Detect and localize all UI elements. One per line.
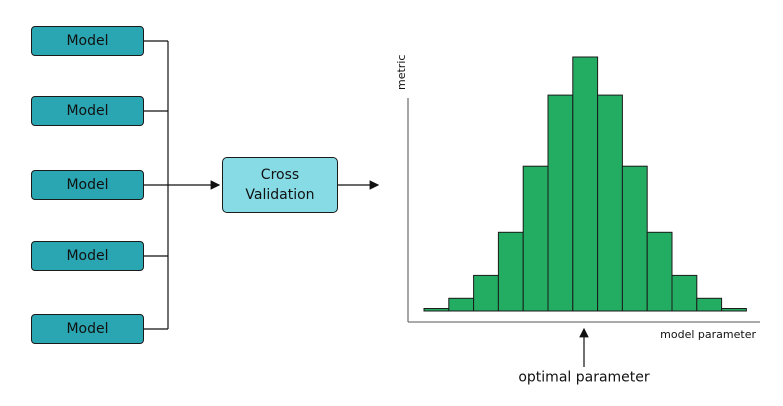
cross-validation-line-1: Cross [260,167,300,183]
histogram-bar [597,94,623,312]
model-box-1: Model [31,26,144,56]
model-label: Model [66,248,109,264]
model-label: Model [66,177,109,193]
histogram-bar [473,274,499,312]
model-box-4: Model [31,241,144,271]
histogram-bar [646,231,673,312]
x-axis-label: model parameter [660,328,756,341]
histogram-bar [547,94,574,312]
model-label: Model [66,103,109,119]
histogram-bar [621,165,648,312]
histogram-bar [696,297,723,312]
histogram-bar [721,308,747,312]
model-box-5: Model [31,314,144,344]
histogram-bar [423,308,450,312]
histogram-bar [671,274,698,312]
model-label: Model [66,33,109,49]
cross-validation-box: Cross Validation [222,157,338,213]
histogram-bar [572,56,599,312]
model-label: Model [66,321,109,337]
histogram-bar [497,231,524,312]
model-box-3: Model [31,170,144,200]
model-box-2: Model [31,96,144,126]
histogram-bars [423,56,747,312]
histogram-bar [448,297,475,312]
histogram-bar [522,165,549,312]
y-axis-label: metric [395,55,408,90]
cross-validation-line-2: Validation [245,187,315,203]
optimal-parameter-label: optimal parameter [518,370,650,386]
